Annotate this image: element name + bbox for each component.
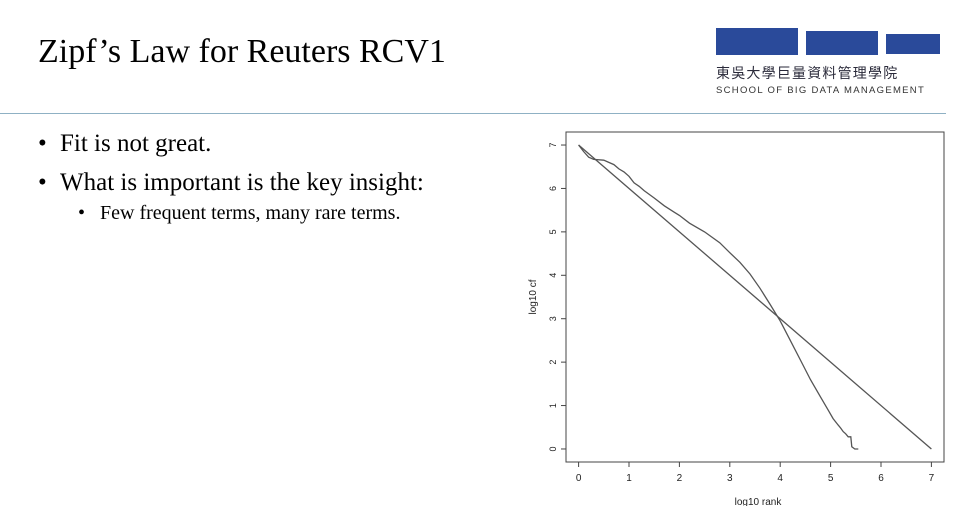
x-tick-label: 1 xyxy=(626,473,632,484)
logo-chinese-name: 東吳大學巨量資料管理學院 xyxy=(716,66,899,82)
sub-bullet-item: Few frequent terms, many rare terms. xyxy=(38,202,424,225)
logo-bar-3 xyxy=(886,34,940,54)
y-tick-label: 2 xyxy=(548,360,558,365)
logo-bar-1 xyxy=(716,28,798,55)
y-tick-label: 5 xyxy=(548,229,558,234)
slide-title: Zipf’s Law for Reuters RCV1 xyxy=(38,33,446,70)
x-tick-label: 0 xyxy=(576,473,582,484)
y-tick-label: 3 xyxy=(548,316,558,321)
y-tick-label: 7 xyxy=(548,143,558,148)
series-line-1 xyxy=(578,144,859,450)
x-tick-label: 4 xyxy=(777,473,783,484)
y-tick-label: 4 xyxy=(548,273,558,278)
bullet-item: What is important is the key insight: xyxy=(38,169,424,197)
x-tick-label: 3 xyxy=(727,473,733,484)
zipf-chart: 0 1 2 3 4 5 6 7 0 1 2 3 4 5 6 7 log10 rank log10 cf xyxy=(528,131,945,506)
school-logo: 東吳大學巨量資料管理學院 SCHOOL OF BIG DATA MANAGEME… xyxy=(716,26,940,98)
bullet-list: Fit is not great. What is important is t… xyxy=(38,130,424,225)
logo-bar-2 xyxy=(806,31,878,55)
series-line-2 xyxy=(578,144,932,450)
x-tick-label: 5 xyxy=(828,473,834,484)
bullet-item: Fit is not great. xyxy=(38,130,424,158)
y-axis-label: log10 cf xyxy=(528,279,539,314)
logo-english-name: SCHOOL OF BIG DATA MANAGEMENT xyxy=(716,85,926,96)
y-tick-label: 6 xyxy=(548,186,558,191)
x-tick-label: 6 xyxy=(878,473,884,484)
x-tick-label: 7 xyxy=(929,473,935,484)
y-tick-label: 0 xyxy=(548,446,558,451)
plot-area: 0 1 2 3 4 5 6 7 0 1 2 3 4 5 6 7 xyxy=(548,131,945,484)
plot-frame xyxy=(565,131,945,463)
x-tick-label: 2 xyxy=(677,473,683,484)
x-axis-label: log10 rank xyxy=(735,497,783,506)
header-divider xyxy=(0,113,946,114)
y-tick-label: 1 xyxy=(548,403,558,408)
